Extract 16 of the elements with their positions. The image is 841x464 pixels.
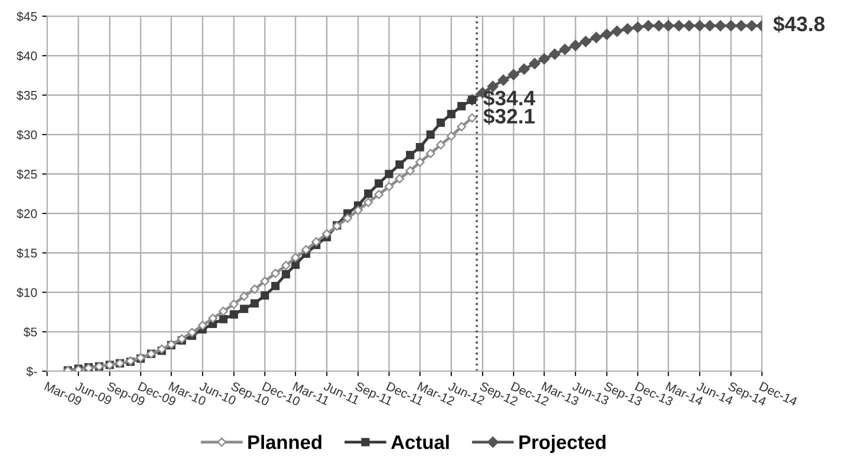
annotation: $34.4 bbox=[483, 90, 536, 107]
legend-label: Actual bbox=[391, 434, 449, 450]
y-tick-label: $5 bbox=[24, 327, 37, 338]
annotation: $32.1 bbox=[483, 108, 535, 125]
y-tick-label: $15 bbox=[16, 248, 37, 258]
legend-label: Projected bbox=[519, 434, 606, 453]
y-tick-label: $- bbox=[26, 366, 37, 377]
y-tick-label: $20 bbox=[16, 208, 37, 219]
y-tick-label: $45 bbox=[16, 12, 37, 22]
legend-label: Planned bbox=[248, 434, 322, 450]
y-tick-label: $30 bbox=[16, 130, 37, 140]
y-tick-label: $10 bbox=[16, 288, 37, 298]
y-tick-label: $35 bbox=[16, 90, 37, 101]
y-tick-label: $25 bbox=[16, 169, 37, 180]
annotation: $43.8 bbox=[773, 16, 825, 33]
y-tick-label: $40 bbox=[16, 50, 37, 62]
